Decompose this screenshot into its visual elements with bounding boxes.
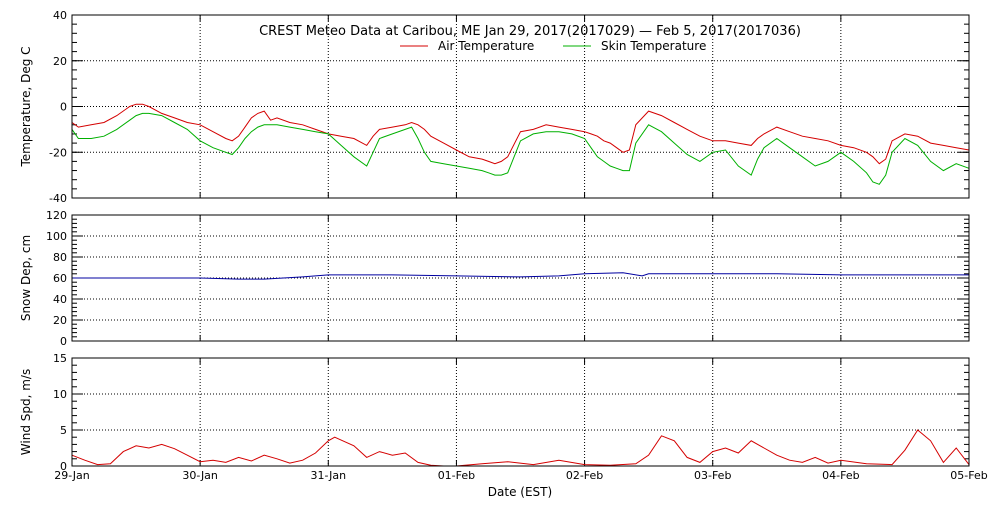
panel-1-ytick-label: 20 <box>53 55 67 68</box>
panel-2-ytick-label: 120 <box>46 209 67 222</box>
x-axis-label: Date (EST) <box>488 485 552 499</box>
panel-3-series-1-line <box>71 429 970 467</box>
panel-3-frame <box>71 357 970 467</box>
panel-1: -40 -20 0 20 40 Temperature, Deg C Air Tempera… <box>19 9 970 205</box>
panel-1-air-temperature-line <box>71 103 970 165</box>
panel-2-series-1-line <box>72 272 969 280</box>
xtick-label: 01-Feb <box>438 469 475 482</box>
legend-label-air-temperature: Air Temperature <box>438 39 534 53</box>
panel-2: 0 20 40 60 80 100 120 Snow Dep, cm <box>19 209 970 348</box>
panel-1-frame <box>71 14 970 199</box>
panel-2-ytick-label: 20 <box>53 314 67 327</box>
xtick-label: 04-Feb <box>822 469 859 482</box>
panel-3-ytick-label: 5 <box>60 424 67 437</box>
panel-3-ytick-label: 0 <box>60 460 67 473</box>
panel-3-y-axis-label: Wind Spd, m/s <box>19 369 33 455</box>
xtick-label: 29-Jan <box>54 469 90 482</box>
panel-2-ytick-label: 60 <box>53 272 67 285</box>
xtick-label: 05-Feb <box>950 469 987 482</box>
panel-1-ytick-label: 40 <box>53 9 67 22</box>
page-title: CREST Meteo Data at Caribou, ME Jan 29, … <box>259 24 801 39</box>
panel-2-ytick-label: 40 <box>53 293 67 306</box>
xtick-label: 03-Feb <box>694 469 731 482</box>
panel-1-y-axis-label: Temperature, Deg C <box>19 46 33 167</box>
legend-label-skin-temperature: Skin Temperature <box>601 39 706 53</box>
panel-2-ytick-label: 100 <box>46 230 67 243</box>
panel-3: 0 5 10 15 Wind Spd, m/s <box>19 352 970 473</box>
panel-1-skin-temperature-line <box>71 112 970 185</box>
panel-2-frame <box>71 214 970 342</box>
panel-3-ytick-label: 15 <box>53 352 67 365</box>
panel-1-ytick-label: -20 <box>49 146 67 159</box>
panel-3-ytick-label: 10 <box>53 388 67 401</box>
panel-1-ytick-label: 0 <box>60 101 67 114</box>
xtick-label: 31-Jan <box>311 469 347 482</box>
panel-2-ytick-label: 80 <box>53 251 67 264</box>
xtick-label: 02-Feb <box>566 469 603 482</box>
panel-2-ytick-label: 0 <box>60 335 67 348</box>
panel-2-y-axis-label: Snow Dep, cm <box>19 235 33 321</box>
xtick-label: 30-Jan <box>182 469 218 482</box>
panel-1-ytick-label: -40 <box>49 192 67 205</box>
